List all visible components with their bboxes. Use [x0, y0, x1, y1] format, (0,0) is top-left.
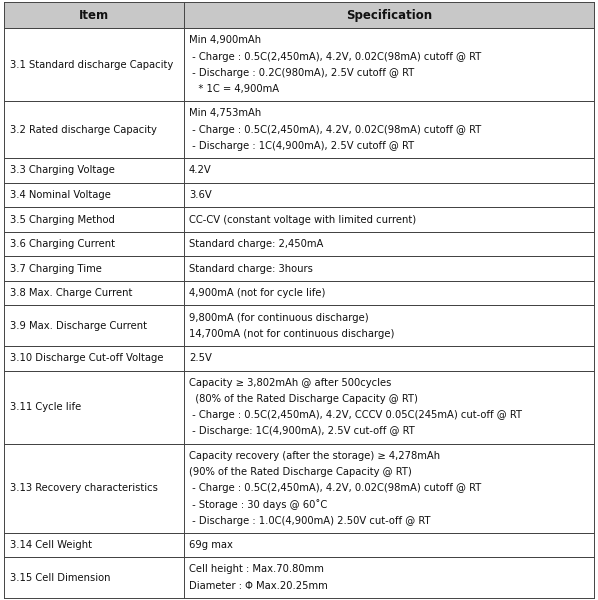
Text: Min 4,900mAh: Min 4,900mAh	[189, 35, 261, 46]
Text: (90% of the Rated Discharge Capacity @ RT): (90% of the Rated Discharge Capacity @ R…	[189, 467, 411, 477]
Bar	[4, 158, 594, 183]
Text: 3.11 Cycle life: 3.11 Cycle life	[10, 402, 81, 412]
Text: - Discharge: 1C(4,900mA), 2.5V cut-off @ RT: - Discharge: 1C(4,900mA), 2.5V cut-off @…	[189, 427, 414, 436]
Text: Specification: Specification	[346, 8, 432, 22]
Text: - Discharge : 1.0C(4,900mA) 2.50V cut-off @ RT: - Discharge : 1.0C(4,900mA) 2.50V cut-of…	[189, 515, 431, 526]
Text: Item: Item	[79, 8, 109, 22]
Text: Capacity recovery (after the storage) ≥ 4,278mAh: Capacity recovery (after the storage) ≥ …	[189, 451, 440, 461]
Bar	[4, 557, 594, 598]
Text: 3.9 Max. Discharge Current: 3.9 Max. Discharge Current	[10, 321, 147, 331]
Bar	[4, 232, 594, 256]
Text: * 1C = 4,900mA: * 1C = 4,900mA	[189, 84, 279, 94]
Text: Capacity ≥ 3,802mAh @ after 500cycles: Capacity ≥ 3,802mAh @ after 500cycles	[189, 378, 391, 388]
Text: 3.10 Discharge Cut-off Voltage: 3.10 Discharge Cut-off Voltage	[10, 353, 163, 364]
Text: 69g max: 69g max	[189, 540, 233, 550]
Text: Min 4,753mAh: Min 4,753mAh	[189, 109, 261, 118]
Text: 14,700mA (not for continuous discharge): 14,700mA (not for continuous discharge)	[189, 329, 394, 339]
Text: 3.6 Charging Current: 3.6 Charging Current	[10, 239, 115, 249]
Text: 4.2V: 4.2V	[189, 166, 212, 175]
Bar	[4, 371, 594, 443]
Text: 3.3 Charging Voltage: 3.3 Charging Voltage	[10, 166, 115, 175]
Bar	[4, 207, 594, 232]
Text: - Storage : 30 days @ 60˚C: - Storage : 30 days @ 60˚C	[189, 499, 327, 510]
Text: Diameter : Φ Max.20.25mm: Diameter : Φ Max.20.25mm	[189, 581, 328, 591]
Text: 3.4 Nominal Voltage: 3.4 Nominal Voltage	[10, 190, 111, 200]
Text: 3.2 Rated discharge Capacity: 3.2 Rated discharge Capacity	[10, 125, 157, 135]
Text: - Discharge : 1C(4,900mA), 2.5V cutoff @ RT: - Discharge : 1C(4,900mA), 2.5V cutoff @…	[189, 141, 414, 151]
Text: - Charge : 0.5C(2,450mA), 4.2V, 0.02C(98mA) cutoff @ RT: - Charge : 0.5C(2,450mA), 4.2V, 0.02C(98…	[189, 483, 481, 493]
Bar	[4, 183, 594, 207]
Text: 3.13 Recovery characteristics: 3.13 Recovery characteristics	[10, 483, 158, 493]
Bar	[4, 28, 594, 101]
Bar	[4, 305, 594, 346]
Text: 3.6V: 3.6V	[189, 190, 212, 200]
Text: 3.5 Charging Method: 3.5 Charging Method	[10, 215, 115, 224]
Text: 4,900mA (not for cycle life): 4,900mA (not for cycle life)	[189, 288, 325, 298]
Text: - Charge : 0.5C(2,450mA), 4.2V, CCCV 0.05C(245mA) cut-off @ RT: - Charge : 0.5C(2,450mA), 4.2V, CCCV 0.0…	[189, 410, 522, 420]
Bar	[4, 346, 594, 371]
Text: (80% of the Rated Discharge Capacity @ RT): (80% of the Rated Discharge Capacity @ R…	[189, 394, 418, 404]
Bar	[4, 443, 594, 533]
Text: 3.15 Cell Dimension: 3.15 Cell Dimension	[10, 572, 111, 583]
Text: Cell height : Max.70.80mm: Cell height : Max.70.80mm	[189, 565, 324, 574]
Text: - Charge : 0.5C(2,450mA), 4.2V, 0.02C(98mA) cutoff @ RT: - Charge : 0.5C(2,450mA), 4.2V, 0.02C(98…	[189, 125, 481, 135]
Text: - Discharge : 0.2C(980mA), 2.5V cutoff @ RT: - Discharge : 0.2C(980mA), 2.5V cutoff @…	[189, 68, 414, 78]
Text: 9,800mA (for continuous discharge): 9,800mA (for continuous discharge)	[189, 313, 368, 323]
Bar	[4, 533, 594, 557]
Bar	[4, 256, 594, 281]
Text: 2.5V: 2.5V	[189, 353, 212, 364]
Text: 3.14 Cell Weight: 3.14 Cell Weight	[10, 540, 92, 550]
Bar	[4, 281, 594, 305]
Bar	[4, 101, 594, 158]
Bar	[4, 2, 594, 28]
Text: CC-CV (constant voltage with limited current): CC-CV (constant voltage with limited cur…	[189, 215, 416, 224]
Text: Standard charge: 3hours: Standard charge: 3hours	[189, 263, 313, 274]
Text: Standard charge: 2,450mA: Standard charge: 2,450mA	[189, 239, 324, 249]
Text: 3.1 Standard discharge Capacity: 3.1 Standard discharge Capacity	[10, 60, 173, 70]
Text: 3.7 Charging Time: 3.7 Charging Time	[10, 263, 102, 274]
Text: 3.8 Max. Charge Current: 3.8 Max. Charge Current	[10, 288, 132, 298]
Text: - Charge : 0.5C(2,450mA), 4.2V, 0.02C(98mA) cutoff @ RT: - Charge : 0.5C(2,450mA), 4.2V, 0.02C(98…	[189, 52, 481, 62]
